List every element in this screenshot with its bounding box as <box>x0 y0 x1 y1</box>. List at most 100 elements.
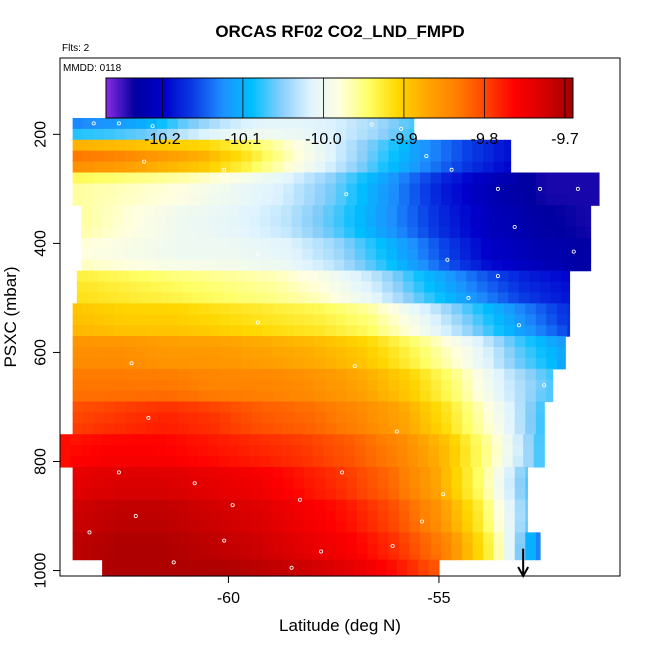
heatmap-cell <box>346 510 358 523</box>
heatmap-cell <box>481 259 493 272</box>
heatmap-cell <box>198 543 211 555</box>
heatmap-cell <box>428 559 440 572</box>
heatmap-cell <box>451 368 463 381</box>
heatmap-cell <box>217 434 230 446</box>
heatmap-cell <box>108 281 120 294</box>
heatmap-cell <box>165 227 177 239</box>
heatmap-cell <box>272 172 284 185</box>
heatmap-cell <box>396 227 408 239</box>
heatmap-cell <box>262 379 274 392</box>
heatmap-cell <box>167 532 179 544</box>
heatmap-cell <box>340 270 352 283</box>
heatmap-cell <box>502 445 514 457</box>
heatmap-cell <box>104 172 116 185</box>
heatmap-cell <box>441 423 453 435</box>
heatmap-cell <box>367 139 379 152</box>
heatmap-cell <box>291 205 303 217</box>
heatmap-cell <box>276 281 288 294</box>
heatmap-cell <box>302 216 314 228</box>
sample-point <box>542 383 547 388</box>
heatmap-cell <box>354 559 366 572</box>
heatmap-cell <box>462 336 474 348</box>
heatmap-cell <box>565 216 577 228</box>
heatmap-cell <box>230 412 242 424</box>
heatmap-cell <box>262 543 274 555</box>
heatmap-cell <box>481 445 493 457</box>
heatmap-cell <box>251 194 263 206</box>
heatmap-cell <box>135 401 147 414</box>
heatmap-cell <box>102 227 114 239</box>
heatmap-cell <box>291 570 303 577</box>
heatmap-cell <box>272 488 284 501</box>
heatmap-cell <box>462 532 474 544</box>
heatmap-cell <box>102 559 114 572</box>
heatmap-cell <box>346 368 358 381</box>
heatmap-cell <box>481 216 493 228</box>
heatmap-cell <box>314 183 326 195</box>
sample-point <box>255 320 260 325</box>
heatmap-cell <box>72 194 84 206</box>
heatmap-cell <box>238 559 251 572</box>
heatmap-cell <box>283 368 295 381</box>
heatmap-cell <box>198 336 211 348</box>
heatmap-cell <box>249 570 261 577</box>
y-tick-label: 400 <box>33 230 50 257</box>
heatmap-cell <box>302 445 314 457</box>
heatmap-cell <box>83 139 95 152</box>
heatmap-cell <box>588 194 600 206</box>
heatmap-cell <box>586 259 592 272</box>
heatmap-cell <box>241 532 253 544</box>
heatmap-cell <box>72 412 84 424</box>
heatmap-cell <box>367 477 379 490</box>
heatmap-cell <box>430 325 442 337</box>
heatmap-cell <box>329 270 341 283</box>
heatmap-cell <box>209 543 221 555</box>
sample-point <box>369 122 374 127</box>
colorbar-segment <box>236 78 239 118</box>
heatmap-cell <box>417 216 430 228</box>
heatmap-cell <box>344 237 356 250</box>
heatmap-cell <box>525 303 537 315</box>
heatmap-cell <box>361 292 373 304</box>
heatmap-cell <box>312 227 324 239</box>
heatmap-cell <box>114 194 126 206</box>
heatmap-cell <box>388 532 400 544</box>
heatmap-cell <box>283 554 295 561</box>
heatmap-cell <box>396 445 408 457</box>
heatmap-cell <box>272 314 284 326</box>
heatmap-cell <box>375 434 387 446</box>
heatmap-cell <box>420 314 432 326</box>
heatmap-cell <box>249 205 261 217</box>
heatmap-cell <box>291 259 303 272</box>
heatmap-cell <box>154 259 166 272</box>
heatmap-cell <box>302 248 314 261</box>
heatmap-cell <box>83 488 95 501</box>
heatmap-cell <box>377 368 390 381</box>
heatmap-cell <box>325 412 337 424</box>
heatmap-cell <box>270 227 282 239</box>
heatmap-cell <box>293 314 305 326</box>
heatmap-cell <box>472 172 484 185</box>
heatmap-cell <box>72 346 84 359</box>
heatmap-cell <box>377 336 390 348</box>
heatmap-cell <box>346 499 358 512</box>
heatmap-cell <box>398 183 411 195</box>
colorbar-segment <box>144 78 148 118</box>
heatmap-cell <box>481 227 493 239</box>
heatmap-cell <box>518 292 531 304</box>
heatmap-cell <box>403 292 415 304</box>
heatmap-cell <box>209 117 221 130</box>
heatmap-cell <box>430 183 442 195</box>
heatmap-cell <box>325 390 337 403</box>
heatmap-cell <box>398 532 411 544</box>
heatmap-cell <box>104 117 116 130</box>
heatmap-cell <box>375 216 387 228</box>
heatmap-cell <box>72 379 84 392</box>
heatmap-cell <box>220 423 232 435</box>
heatmap-cell <box>177 194 190 206</box>
heatmap-cell <box>546 346 558 359</box>
heatmap-cell <box>487 292 499 304</box>
heatmap-cell <box>108 292 120 304</box>
heatmap-cell <box>83 183 95 195</box>
heatmap-cell <box>470 456 482 468</box>
